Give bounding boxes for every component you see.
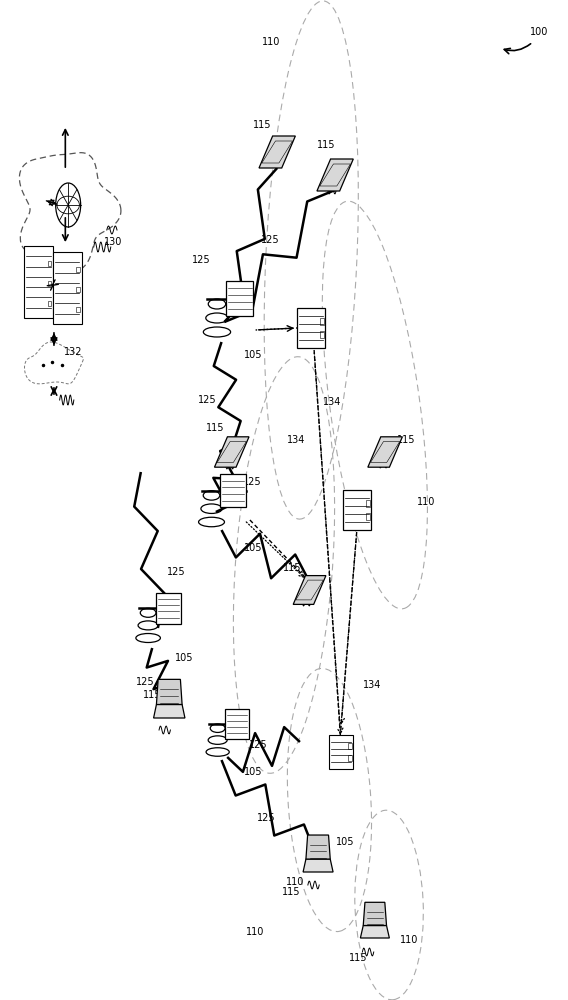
Bar — [77, 307, 80, 312]
Bar — [320, 318, 324, 325]
Text: 115: 115 — [318, 140, 336, 150]
Polygon shape — [303, 859, 333, 872]
Text: 110: 110 — [400, 935, 418, 945]
Bar — [320, 331, 324, 338]
Polygon shape — [293, 576, 326, 604]
Text: 115: 115 — [206, 423, 224, 433]
Bar — [48, 301, 51, 306]
Bar — [77, 287, 80, 292]
Text: 105: 105 — [244, 767, 262, 777]
Polygon shape — [317, 159, 353, 191]
Polygon shape — [156, 679, 182, 704]
Text: 105: 105 — [336, 837, 354, 847]
Polygon shape — [368, 437, 402, 467]
Text: 125: 125 — [261, 235, 279, 245]
Text: 134: 134 — [287, 435, 306, 445]
Bar — [329, 735, 353, 769]
Text: 130: 130 — [105, 237, 123, 247]
Bar — [348, 755, 352, 760]
Bar — [77, 267, 80, 272]
Text: 115: 115 — [282, 887, 300, 897]
Bar — [366, 513, 370, 520]
Text: 115: 115 — [283, 563, 302, 573]
Text: 125: 125 — [198, 395, 216, 405]
Text: 110: 110 — [247, 927, 265, 937]
Bar — [48, 281, 51, 286]
Text: 115: 115 — [253, 120, 272, 130]
Bar — [366, 500, 370, 507]
Bar — [348, 743, 352, 749]
Text: 110: 110 — [262, 37, 281, 47]
Text: 115: 115 — [143, 690, 161, 700]
Bar — [52, 252, 82, 324]
Bar — [297, 308, 325, 348]
Text: 125: 125 — [193, 255, 211, 265]
Text: 125: 125 — [257, 813, 275, 823]
Text: 115: 115 — [349, 953, 367, 963]
Polygon shape — [364, 902, 386, 926]
Text: 125: 125 — [136, 677, 154, 687]
Bar — [220, 474, 246, 507]
Polygon shape — [306, 835, 330, 859]
Bar — [226, 281, 253, 316]
Bar — [156, 593, 181, 624]
Bar — [48, 261, 51, 266]
Text: 132: 132 — [64, 347, 82, 357]
Text: 125: 125 — [167, 567, 185, 577]
Polygon shape — [361, 926, 390, 938]
Text: 125: 125 — [244, 477, 262, 487]
Bar — [343, 490, 371, 530]
Polygon shape — [259, 136, 295, 168]
Text: 125: 125 — [249, 740, 268, 750]
Bar — [225, 709, 249, 739]
Polygon shape — [153, 704, 185, 718]
Bar — [24, 246, 53, 318]
Text: 134: 134 — [363, 680, 381, 690]
Text: 105: 105 — [176, 653, 194, 663]
Text: 110: 110 — [286, 877, 304, 887]
Text: 134: 134 — [323, 397, 341, 407]
Text: 105: 105 — [244, 350, 262, 360]
Text: 115: 115 — [397, 435, 415, 445]
Text: 100: 100 — [531, 27, 549, 37]
Polygon shape — [215, 437, 249, 467]
Text: 105: 105 — [244, 543, 262, 553]
Text: 110: 110 — [417, 497, 435, 507]
